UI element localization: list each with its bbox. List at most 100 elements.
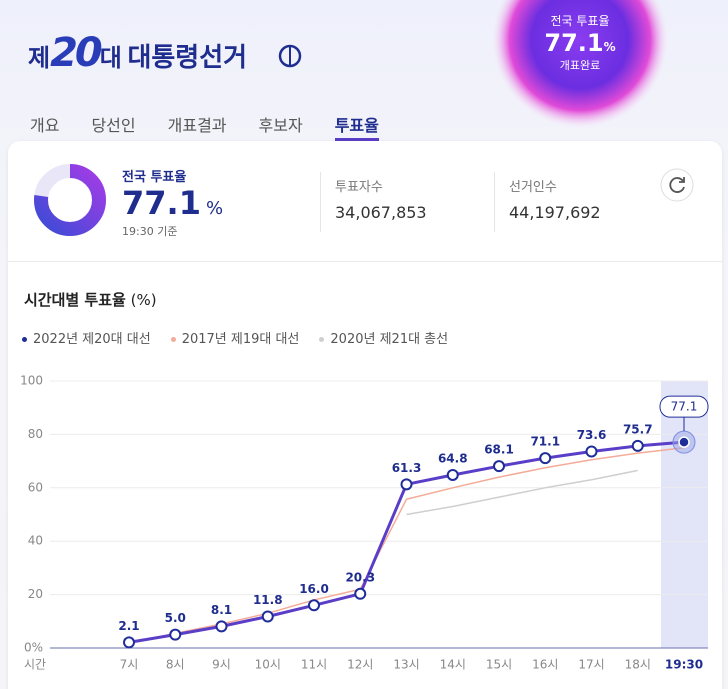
- x-tick-label: 7시: [120, 658, 139, 672]
- y-tick-label: 40: [28, 534, 43, 548]
- refresh-button[interactable]: [660, 168, 694, 202]
- x-tick-label: 8시: [166, 658, 185, 672]
- logo-suffix: 대: [99, 44, 122, 72]
- summary-rate-value: 77.1: [122, 184, 201, 222]
- divider: [320, 172, 321, 232]
- data-label: 71.1: [530, 435, 560, 449]
- badge-value: 77.1: [544, 29, 604, 57]
- legend: 2022년 제20대 대선 2017년 제19대 대선 2020년 제21대 총선: [22, 328, 468, 347]
- point: [123, 636, 135, 649]
- x-tick-label: 13시: [393, 658, 419, 672]
- x-tick-label: 12시: [347, 658, 373, 672]
- x-tick-label: 11시: [301, 658, 327, 672]
- badge-unit: %: [603, 40, 616, 54]
- point: [446, 468, 459, 481]
- legend-dot: [319, 337, 325, 342]
- y-tick-label: 80: [28, 427, 43, 441]
- logo-name: 대통령선거: [127, 43, 248, 73]
- badge-status: 개표완료: [559, 59, 601, 72]
- tab[interactable]: 투표율: [334, 112, 379, 141]
- electors-label: 선거인수: [509, 180, 557, 195]
- refresh-icon[interactable]: [679, 177, 685, 183]
- tabs: 개요 당선인 개표결과 후보자 투표율: [30, 112, 411, 141]
- point: [308, 599, 320, 612]
- summary-label: 전국 투표율: [122, 170, 187, 185]
- point: [215, 620, 228, 633]
- badge-label: 전국 투표율: [550, 14, 610, 28]
- data-label: 2.1: [118, 619, 139, 633]
- logo: 제20대 대통령선거: [28, 30, 247, 76]
- refresh-icon[interactable]: [669, 177, 685, 193]
- summary-rate: 77.1 %: [122, 184, 223, 222]
- y-tick-label: 0%: [24, 641, 43, 655]
- legend-item: 2020년 제21대 총선: [319, 332, 448, 347]
- x-tick-label: 14시: [440, 658, 466, 672]
- badge-circle: [492, 0, 668, 128]
- legend-item: 2022년 제20대 대선: [22, 332, 151, 347]
- series-line: [406, 469, 638, 516]
- y-tick-label: 60: [28, 480, 43, 494]
- refresh-circle[interactable]: [660, 168, 694, 202]
- data-label: 20.3: [345, 570, 375, 584]
- data-label: 75.7: [623, 422, 653, 436]
- chart-title-text: 시간대별 투표율: [24, 291, 126, 309]
- point: [169, 628, 182, 641]
- data-label: 61.3: [392, 461, 422, 475]
- data-label: 5.0: [165, 611, 186, 625]
- data-label: 73.6: [577, 428, 607, 442]
- x-tick-label: 9시: [212, 658, 231, 672]
- voters: 34,067,853: [335, 203, 427, 222]
- data-label: 11.8: [253, 593, 283, 607]
- legend-item: 2017년 제19대 대선: [170, 332, 300, 347]
- y-tick-label: 100: [20, 374, 43, 388]
- point: [261, 610, 274, 623]
- data-label: 64.8: [438, 451, 468, 465]
- point: [631, 439, 644, 452]
- legend-dot: [22, 337, 27, 342]
- x-tick-label: 16시: [532, 658, 558, 672]
- x-tick-label: 10시: [255, 658, 281, 672]
- chart-title: 시간대별 투표율 (%): [24, 289, 157, 310]
- data-label: 16.0: [299, 582, 329, 596]
- legend-dot: [170, 337, 176, 342]
- chart-unit: (%): [130, 291, 157, 309]
- tab[interactable]: 개표결과: [167, 116, 227, 135]
- tab[interactable]: 후보자: [258, 116, 303, 135]
- point: [539, 452, 552, 465]
- x-tick-label: 19:30: [665, 658, 703, 672]
- donut: [34, 164, 106, 236]
- y-tick-label: 20: [28, 587, 43, 601]
- point: [585, 445, 598, 458]
- legend-label: 2020년 제21대 총선: [330, 332, 449, 347]
- point: [354, 587, 367, 600]
- data-label: 8.1: [211, 603, 232, 617]
- summary-unit: %: [206, 198, 224, 219]
- summary-time: 19:30 기준: [122, 225, 178, 238]
- electors: 44,197,692: [509, 203, 601, 222]
- tab[interactable]: 개요: [30, 116, 60, 135]
- point: [678, 436, 690, 448]
- tab[interactable]: 당선인: [91, 116, 136, 135]
- legend-label: 2022년 제20대 대선: [33, 332, 151, 347]
- voters-label: 투표자수: [335, 180, 383, 195]
- data-label: 77.1: [671, 400, 698, 414]
- donut-arc: [34, 164, 106, 236]
- logo-prefix: 제: [28, 44, 51, 72]
- summary-card: [8, 141, 722, 689]
- point: [400, 478, 413, 491]
- divider: [494, 172, 495, 232]
- divider: [8, 261, 722, 262]
- x-axis-label: 시간: [24, 658, 46, 672]
- x-tick-label: 18시: [625, 658, 651, 672]
- legend-label: 2017년 제19대 대선: [181, 332, 300, 347]
- callout: [659, 395, 709, 418]
- badge: 전국 투표율 77.1% 개표완료: [530, 12, 630, 73]
- x-tick-label: 17시: [578, 658, 604, 672]
- point: [493, 460, 505, 473]
- header-bg: [278, 0, 668, 128]
- data-label: 68.1: [484, 443, 514, 457]
- logo-number: 20: [50, 30, 103, 76]
- x-tick-label: 15시: [486, 658, 512, 672]
